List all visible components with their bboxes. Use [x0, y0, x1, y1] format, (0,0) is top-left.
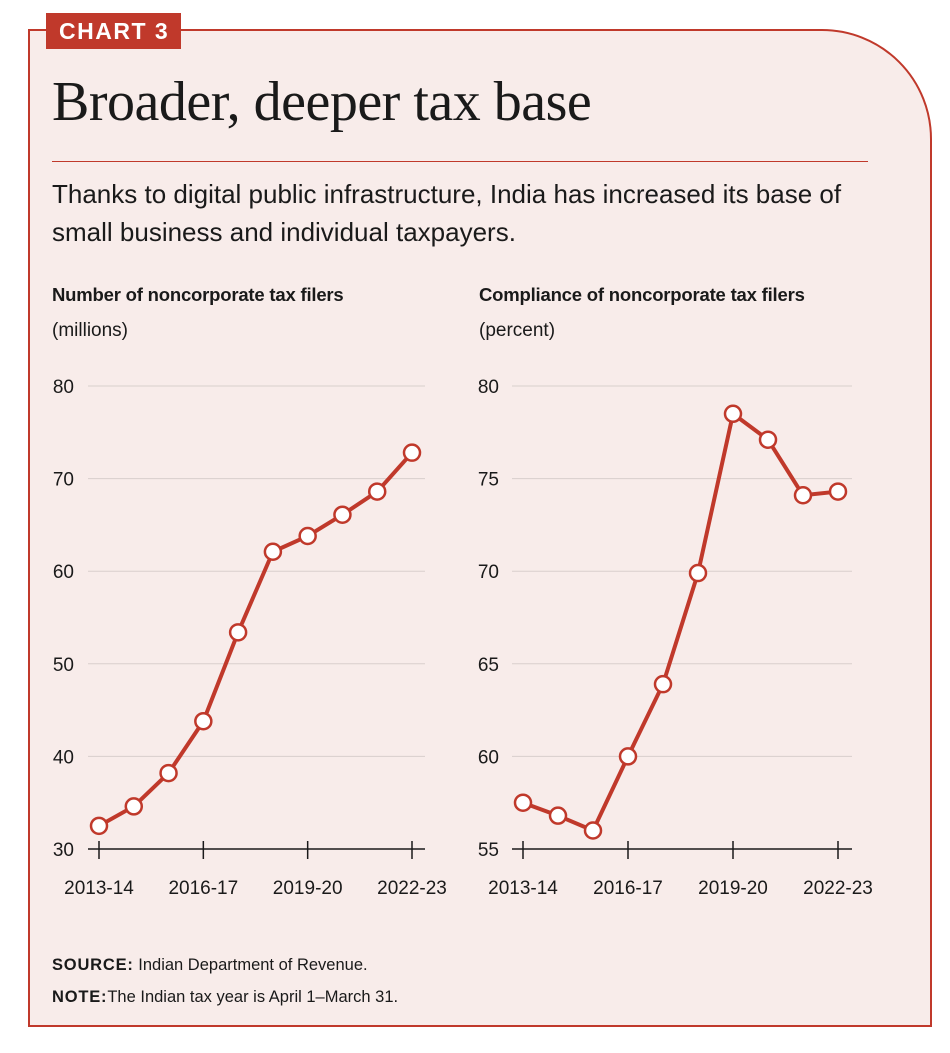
data-point [513, 793, 533, 812]
data-point [333, 505, 352, 524]
y-tick-label: 80 [478, 377, 499, 398]
y-tick-label: 60 [478, 747, 499, 768]
source-text: Indian Department of Revenue. [133, 956, 368, 974]
source-note: SOURCE: Indian Department of Revenue. [52, 956, 368, 975]
y-tick-label: 30 [53, 840, 74, 861]
y-tick-label: 60 [53, 562, 74, 583]
data-point [298, 526, 317, 546]
data-point [828, 482, 848, 501]
data-point [402, 443, 422, 462]
data-point [159, 763, 178, 783]
x-tick-label: 2016-17 [168, 878, 238, 899]
y-tick-label: 40 [53, 747, 74, 768]
data-point [367, 482, 387, 501]
series-line [98, 451, 414, 828]
x-tick-label: 2019-20 [273, 878, 343, 899]
y-tick-label: 70 [478, 562, 499, 583]
right-line-chart: 55 60 65 70 75 80 2013-14 2016-17 2019-20 2022-23 [478, 377, 873, 899]
data-point [194, 711, 213, 731]
note-label: NOTE: [52, 988, 108, 1006]
left-panel-title: Number of noncorporate tax filers [52, 284, 344, 305]
data-point [723, 404, 743, 424]
series-line [522, 411, 839, 833]
chart-subtitle: Thanks to digital public infrastructure,… [52, 179, 842, 247]
x-tick-label: 2013-14 [64, 878, 134, 899]
y-tick-label: 65 [478, 655, 499, 676]
data-point [583, 821, 603, 840]
data-point [618, 747, 638, 766]
x-tick-label: 2019-20 [698, 878, 768, 899]
y-tick-label: 70 [53, 470, 74, 491]
data-point [758, 430, 778, 449]
data-point [653, 674, 673, 694]
y-tick-label: 80 [53, 377, 74, 398]
chart-title: Broader, deeper tax base [52, 71, 592, 133]
x-tick-label: 2022-23 [377, 878, 447, 899]
data-point [124, 797, 144, 816]
footnote: NOTE:The Indian tax year is April 1–Marc… [52, 988, 398, 1007]
right-panel-unit: (percent) [479, 320, 556, 341]
right-panel-title: Compliance of noncorporate tax filers [479, 284, 805, 305]
chart-card [28, 29, 932, 1027]
data-point [548, 806, 568, 825]
x-tick-label: 2016-17 [593, 878, 663, 899]
x-tick-label: 2022-23 [803, 878, 873, 899]
data-point [793, 486, 813, 505]
y-tick-label: 75 [478, 470, 499, 491]
left-line-chart: 30 40 50 60 70 80 2013-14 2016-17 2019-20 2022-23 [53, 377, 447, 899]
left-panel-unit: (millions) [52, 320, 128, 341]
x-tick-label: 2013-14 [488, 878, 558, 899]
data-point [263, 542, 283, 562]
data-point [89, 816, 109, 836]
chart-number-badge: CHART 3 [46, 13, 182, 49]
y-tick-label: 50 [53, 655, 74, 676]
data-point [688, 563, 708, 583]
note-text: The Indian tax year is April 1–March 31. [107, 988, 399, 1006]
data-point [228, 623, 248, 642]
title-divider [52, 161, 868, 162]
source-label: SOURCE: [52, 956, 134, 974]
y-tick-label: 55 [478, 840, 499, 861]
